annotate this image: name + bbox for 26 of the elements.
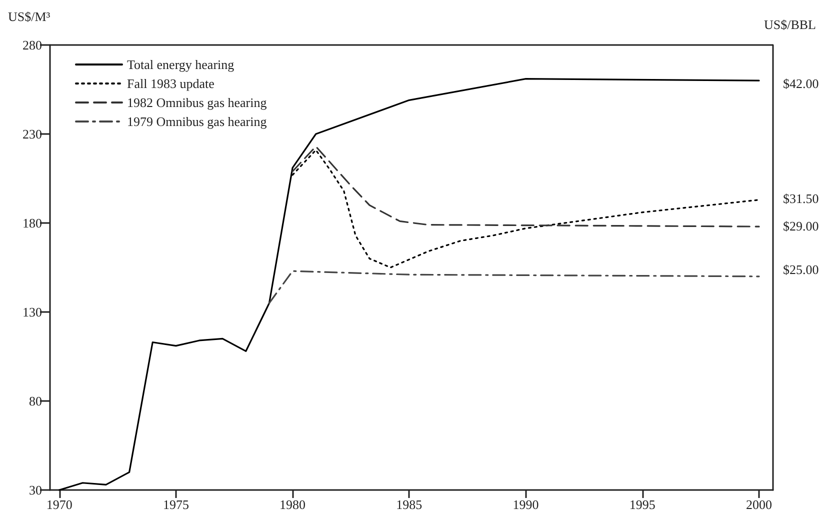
legend-label: 1982 Omnibus gas hearing (127, 95, 268, 110)
x-tick-label: 1990 (512, 497, 539, 512)
y-tick-label: 180 (22, 216, 42, 230)
y2-axis-title: US$/BBL (764, 17, 816, 32)
y-tick-label: 80 (29, 394, 42, 408)
y2-tick-label: $25.00 (783, 262, 819, 278)
line-series (58, 78, 760, 491)
x-tick-label: 2000 (746, 497, 772, 512)
x-tick-label: 1970 (46, 497, 72, 512)
line-series (292, 146, 760, 228)
x-tick-label: 1995 (629, 497, 656, 512)
line-series (268, 270, 760, 304)
legend-label: Total energy hearing (127, 57, 235, 72)
x-tick-label: 1975 (162, 497, 189, 512)
y-tick-label: 130 (22, 304, 42, 320)
legend-label: 1979 Omnibus gas hearing (127, 114, 268, 129)
y-axis-title: US$/M³ (8, 9, 50, 24)
y2-tick-label: $31.50 (783, 190, 819, 206)
legend-label: Fall 1983 update (127, 76, 215, 91)
y-tick-label: 280 (22, 38, 42, 52)
y-tick-label: 230 (22, 126, 42, 142)
x-tick-label: 1980 (280, 497, 306, 512)
y-tick-label: 30 (29, 482, 42, 498)
y2-tick-label: $29.00 (783, 218, 819, 234)
y2-tick-label: $42.00 (783, 76, 819, 91)
x-tick-label: 1985 (396, 497, 422, 512)
